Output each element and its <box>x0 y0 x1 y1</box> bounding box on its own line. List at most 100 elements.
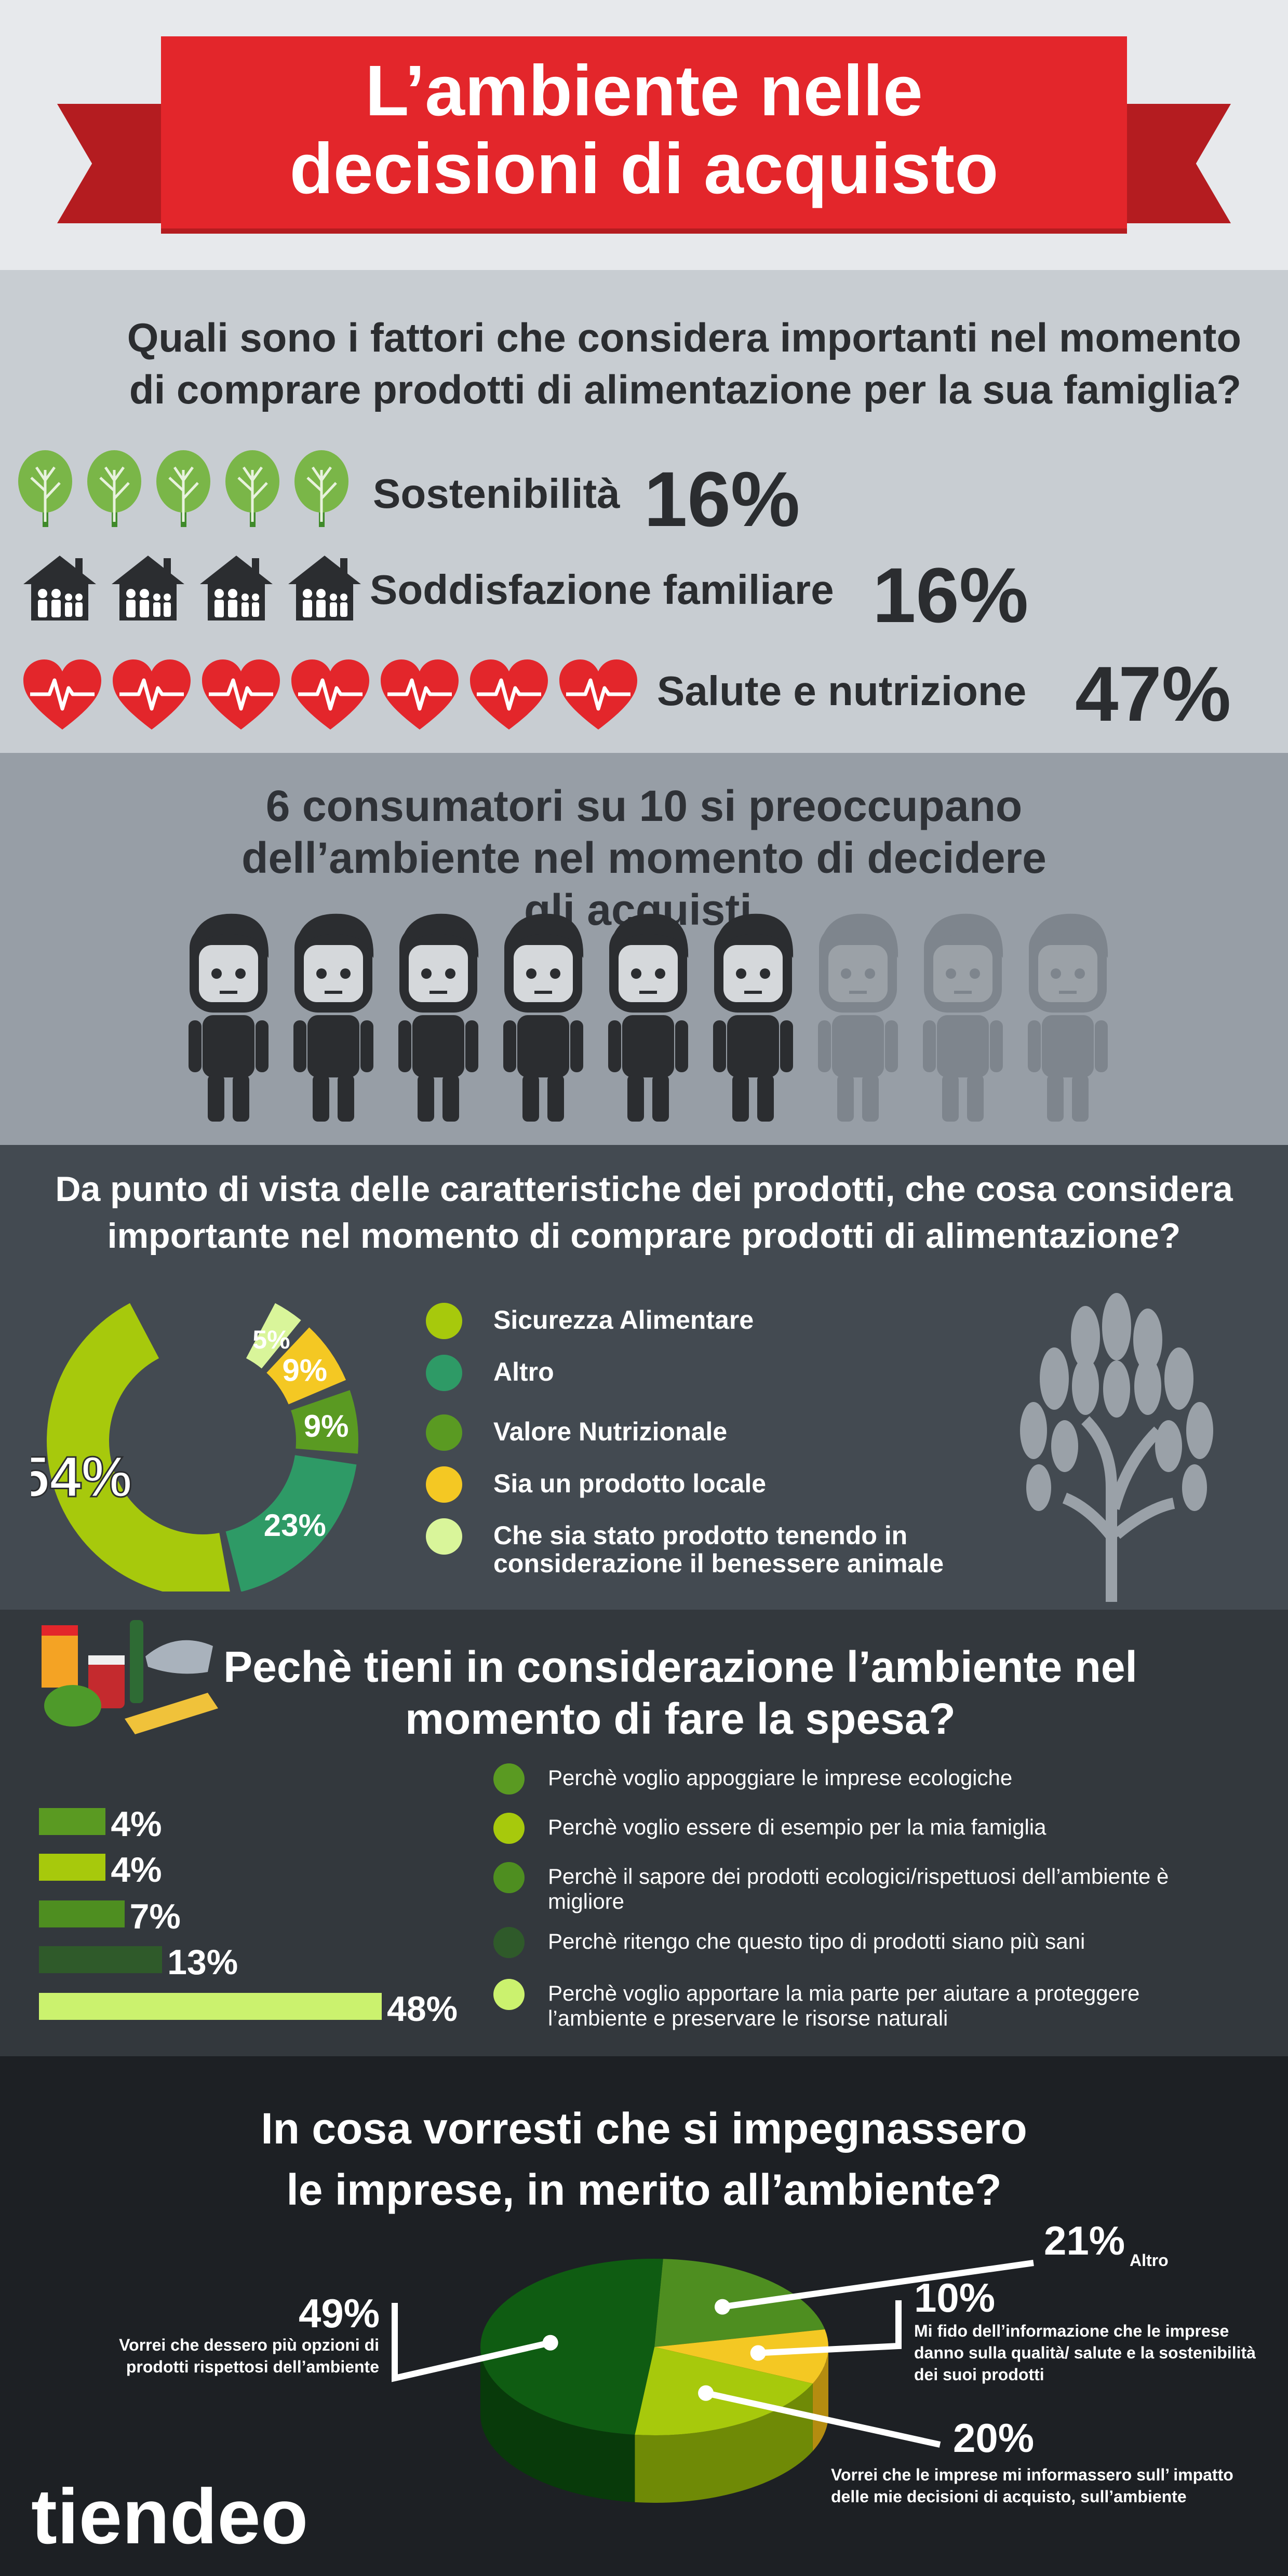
legend-dot <box>426 1466 462 1503</box>
why-section: Pechè tieni in considerazione l’ambiente… <box>0 1610 1288 2056</box>
product-chart-legend: Sicurezza Alimentare Altro Valore Nutrizio… <box>426 1296 997 1586</box>
person-icon <box>713 913 794 1122</box>
legend-dot <box>426 1355 462 1391</box>
legend-label: Perchè voglio appoggiare le imprese ecol… <box>548 1765 1013 1790</box>
legend-dot <box>493 1813 525 1844</box>
factor-value-salute: 47% <box>1075 650 1231 737</box>
legend-dot <box>493 1979 525 2010</box>
groceries-icon <box>42 1620 218 1734</box>
business-question-line-2: le imprese, in merito all’ambiente? <box>286 2165 1002 2214</box>
why-bar <box>39 1946 163 1973</box>
factor-label-sostenibilita: Sostenibilità <box>373 470 620 517</box>
donut-label: 9% <box>304 1409 349 1444</box>
header: L’ambiente nelle decisioni di acquisto <box>0 0 1288 270</box>
pie-slice-side <box>480 2347 635 2502</box>
business-question: In cosa vorresti che si impegnassero le … <box>0 2098 1288 2220</box>
pie-leader-dot <box>750 2345 766 2361</box>
tree-icon <box>225 450 279 527</box>
people-row <box>179 909 1114 1127</box>
business-pct-altro: 21% <box>1044 2218 1125 2263</box>
legend-dot <box>493 1862 525 1893</box>
business-pie-leader-lines <box>392 2260 1034 2448</box>
legend-label: Che sia stato prodotto tenendo in consid… <box>493 1521 944 1578</box>
pie-slice-side <box>812 2347 828 2451</box>
why-bar-label: 48% <box>387 1989 458 2029</box>
factors-question: Quali sono i fattori che considera impor… <box>127 315 1241 412</box>
heart-pulse-icon <box>23 659 101 730</box>
person-icon <box>398 913 479 1122</box>
house-family-icon <box>112 556 184 621</box>
business-pct-fido: 10% <box>914 2275 996 2321</box>
pie-leader-line <box>758 2300 902 2356</box>
pie-slice <box>480 2259 663 2435</box>
legend-label: Sia un prodotto locale <box>493 1469 767 1498</box>
legend-label: Perchè voglio essere di esempio per la m… <box>548 1815 1046 1839</box>
person-icon <box>1028 913 1108 1122</box>
donut-slice <box>291 1390 359 1454</box>
business-label-opzioni: Vorrei che dessero più opzioni di prodot… <box>119 2336 379 2376</box>
pie-slice-side <box>635 2383 813 2503</box>
person-icon <box>818 913 898 1122</box>
heart-pulse-icon <box>470 659 548 730</box>
legend-label: Perchè voglio apportare la mia parte per… <box>548 1981 1140 2030</box>
heart-pulse-icon <box>291 659 369 730</box>
factor-label-soddisfazione: Soddisfazione familiare <box>370 567 834 613</box>
donut-label: 9% <box>282 1353 327 1388</box>
why-question: Pechè tieni in considerazione l’ambiente… <box>223 1642 1137 1743</box>
legend-dot <box>493 1763 525 1795</box>
business-label-informassero: Vorrei che le imprese mi informassero su… <box>831 2465 1233 2506</box>
factors-section: Quali sono i fattori che considera impor… <box>0 270 1288 753</box>
pie-leader-dot <box>714 2299 730 2315</box>
heart-pulse-icon <box>113 659 191 730</box>
product-donut-chart: 5%9%9%23%54% <box>31 1303 359 1592</box>
why-bar <box>39 1900 125 1927</box>
donut-label: 23% <box>264 1508 326 1543</box>
house-family-icon <box>23 556 96 621</box>
pie-slice <box>635 2347 813 2435</box>
legend-label: Perchè ritengo che questo tipo di prodot… <box>548 1929 1085 1953</box>
heart-pulse-icon <box>559 659 637 730</box>
legend-label: Sicurezza Alimentare <box>493 1305 754 1334</box>
product-chart-section: Da punto di vista delle caratteristiche … <box>0 1145 1288 1610</box>
legend-dot <box>426 1303 462 1339</box>
tree-icon <box>156 450 210 527</box>
person-icon <box>923 913 1003 1122</box>
why-bar-label: 4% <box>111 1804 162 1844</box>
heart-pulse-icon <box>381 659 459 730</box>
people-headline: 6 consumatori su 10 si preoccupano dell’… <box>242 781 1046 934</box>
legend-dot <box>426 1414 462 1451</box>
person-icon <box>503 913 584 1122</box>
product-chart-question: Da punto di vista delle caratteristiche … <box>55 1169 1233 1256</box>
tree-icon <box>18 450 72 527</box>
person-icon <box>608 913 689 1122</box>
pie-leader-dot <box>542 2335 558 2351</box>
house-family-icon <box>200 556 273 621</box>
person-icon <box>189 913 269 1122</box>
page-title: L’ambiente nelle decisioni di acquisto <box>161 52 1127 208</box>
business-pct-opzioni: 49% <box>299 2290 380 2336</box>
house-family-icon <box>288 556 361 621</box>
legend-label: Altro <box>493 1357 554 1386</box>
people-section: 6 consumatori su 10 si preoccupano dell’… <box>0 753 1288 1145</box>
factor-value-sostenibilita: 16% <box>644 455 800 543</box>
why-bar-label: 7% <box>129 1897 181 1936</box>
heart-pulse-icon <box>202 659 280 730</box>
legend-label: Perchè il sapore dei prodotti ecologici/… <box>548 1864 1169 1913</box>
donut-label: 54% <box>31 1445 132 1509</box>
factor-value-soddisfazione: 16% <box>873 551 1029 639</box>
title-line-1: L’ambiente nelle <box>365 51 923 131</box>
why-legend: Perchè voglio appoggiare le imprese ecol… <box>493 1763 1272 2046</box>
tree-icon <box>1020 1293 1213 1602</box>
why-bar <box>39 1808 106 1835</box>
pie-slice <box>654 2329 828 2384</box>
pie-leader-line <box>705 2390 941 2448</box>
business-pct-informassero: 20% <box>953 2415 1035 2461</box>
business-label-fido: Mi fido dell’informazione che le imprese… <box>914 2322 1256 2384</box>
pie-leader-dot <box>698 2385 714 2401</box>
factor-label-salute: Salute e nutrizione <box>657 668 1027 714</box>
tiendeo-logo: tiendeo <box>31 2473 308 2560</box>
why-bar <box>39 1854 106 1881</box>
legend-dot <box>426 1518 462 1555</box>
pie-leader-line <box>722 2260 1034 2310</box>
donut-slice <box>47 1303 230 1592</box>
